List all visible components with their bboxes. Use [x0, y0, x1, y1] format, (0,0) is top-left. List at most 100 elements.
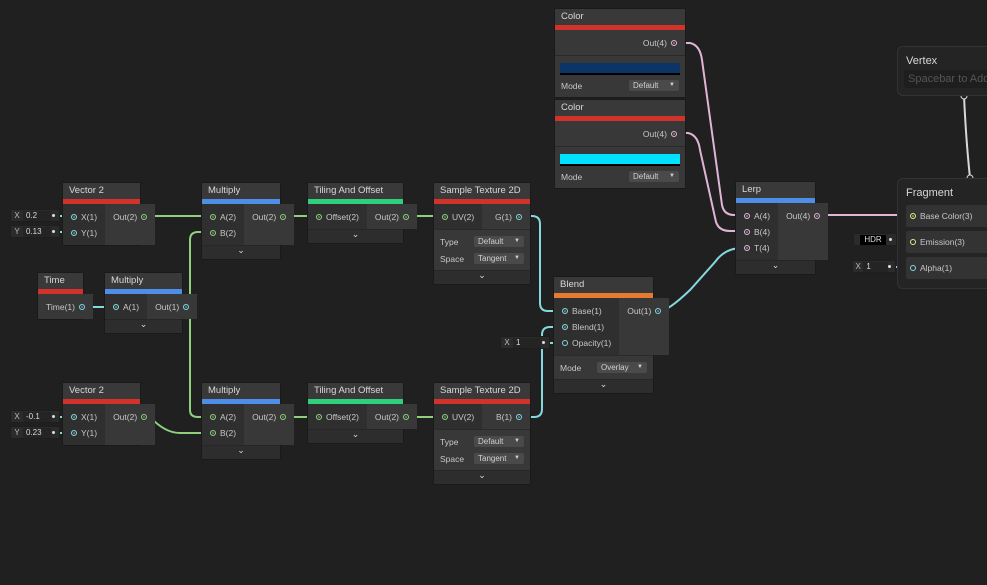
input-slot[interactable]: Y(1) — [63, 425, 105, 441]
port-vec2-icon[interactable] — [210, 230, 216, 236]
node-title[interactable]: Vector 2 — [63, 183, 140, 199]
node-vector2-top[interactable]: Vector 2 X(1) Y(1) Out(2) — [62, 182, 156, 246]
fragment-block-base-color[interactable]: Base Color(3) — [906, 205, 987, 227]
port-float-icon[interactable] — [562, 308, 568, 314]
chevron-down-icon[interactable]: ⌄ — [202, 445, 280, 459]
port-vec2-icon[interactable] — [210, 214, 216, 220]
chevron-down-icon[interactable]: ⌄ — [308, 229, 403, 243]
field-value[interactable]: 1 — [863, 261, 889, 272]
node-color-dark[interactable]: Color Out(4) Mode Default ▼ — [554, 8, 686, 98]
node-lerp[interactable]: Lerp A(4) B(4) T(4) Out(4) ⌄ — [735, 181, 829, 275]
node-tiling-bottom[interactable]: Tiling And Offset Offset(2) Out(2) ⌄ — [307, 382, 418, 444]
node-blend[interactable]: Blend Base(1) Blend(1) Opacity(1) Out(1) Mode… — [553, 276, 670, 394]
port-vec2-icon[interactable] — [210, 430, 216, 436]
node-title[interactable]: Blend — [554, 277, 653, 293]
wire-float[interactable] — [523, 215, 562, 312]
port-float-icon[interactable] — [113, 304, 119, 310]
input-slot[interactable]: UV(2) — [434, 209, 482, 225]
output-slot[interactable]: B(1) — [482, 409, 530, 425]
chevron-down-icon[interactable]: ⌄ — [554, 379, 653, 393]
output-slot[interactable]: G(1) — [482, 209, 530, 225]
port-vec2-icon[interactable] — [442, 414, 448, 420]
field-value[interactable]: 1 — [513, 337, 541, 348]
port-vec2-icon[interactable] — [210, 414, 216, 420]
mode-dropdown[interactable]: Default ▼ — [629, 80, 679, 91]
input-slot[interactable]: Opacity(1) — [554, 335, 619, 351]
port-float-icon[interactable] — [183, 304, 190, 310]
input-slot[interactable]: Y(1) — [63, 225, 105, 241]
port-vec4-icon[interactable] — [671, 131, 677, 137]
node-title[interactable]: Multiply — [202, 183, 280, 199]
input-slot[interactable]: B(2) — [202, 425, 244, 441]
port-vec4-icon[interactable] — [814, 213, 821, 219]
node-title[interactable]: Sample Texture 2D — [434, 383, 530, 399]
fragment-block-emission[interactable]: Emission(3) — [906, 231, 987, 253]
port-float-icon[interactable] — [516, 414, 522, 420]
node-title[interactable]: Multiply — [105, 273, 182, 289]
port-float-icon[interactable] — [516, 214, 522, 220]
output-slot[interactable]: Out(2) — [244, 409, 294, 425]
port-vec3-icon[interactable] — [910, 213, 916, 219]
node-sample-top[interactable]: Sample Texture 2D UV(2) G(1) Type Default ▼ Sp… — [433, 182, 531, 285]
node-title[interactable]: Color — [555, 100, 685, 116]
output-slot[interactable]: Out(4) — [555, 126, 685, 142]
field-value[interactable]: -0.1 — [23, 411, 51, 422]
input-slot[interactable]: B(4) — [736, 224, 778, 240]
output-slot[interactable]: Out(4) — [555, 35, 685, 51]
field-value[interactable]: HDR — [860, 234, 886, 245]
inline-field-v2top-y[interactable]: Y 0.13 — [10, 225, 60, 238]
inline-field-frag-emission[interactable]: HDR — [853, 233, 897, 246]
port-vec2-icon[interactable] — [141, 214, 148, 220]
output-slot[interactable]: Out(1) — [147, 299, 197, 315]
input-slot[interactable]: Offset(2) — [308, 209, 367, 225]
type-dropdown[interactable]: Default ▼ — [474, 236, 524, 247]
port-vec2-icon[interactable] — [403, 214, 410, 220]
space-dropdown[interactable]: Tangent ▼ — [474, 253, 524, 264]
port-vec3-icon[interactable] — [910, 239, 916, 245]
port-float-icon[interactable] — [562, 340, 568, 346]
output-slot[interactable]: Out(1) — [619, 303, 669, 319]
node-title[interactable]: Sample Texture 2D — [434, 183, 530, 199]
node-title[interactable]: Lerp — [736, 182, 815, 198]
space-dropdown[interactable]: Tangent ▼ — [474, 453, 524, 464]
input-slot[interactable]: X(1) — [63, 409, 105, 425]
chevron-down-icon[interactable]: ⌄ — [202, 245, 280, 259]
node-vector2-bottom[interactable]: Vector 2 X(1) Y(1) Out(2) — [62, 382, 156, 446]
wire-white[interactable] — [963, 95, 971, 179]
node-title[interactable]: Tiling And Offset — [308, 183, 403, 199]
input-slot[interactable]: A(2) — [202, 209, 244, 225]
port-float-icon[interactable] — [78, 304, 85, 310]
port-vec2-icon[interactable] — [280, 214, 287, 220]
input-slot[interactable]: A(1) — [105, 299, 147, 315]
output-slot[interactable]: Out(2) — [105, 409, 155, 425]
port-vec2-icon[interactable] — [442, 214, 448, 220]
field-value[interactable]: 0.13 — [23, 226, 51, 237]
node-title[interactable]: Vector 2 — [63, 383, 140, 399]
port-float-icon[interactable] — [655, 308, 662, 314]
color-swatch[interactable] — [560, 154, 680, 166]
input-slot[interactable]: A(2) — [202, 409, 244, 425]
node-tiling-top[interactable]: Tiling And Offset Offset(2) Out(2) ⌄ — [307, 182, 418, 244]
vertex-add-node-placeholder[interactable]: Spacebar to Add Node — [904, 70, 987, 88]
field-value[interactable]: 0.2 — [23, 210, 51, 221]
node-multiply-top[interactable]: Multiply A(2) B(2) Out(2) ⌄ — [201, 182, 295, 260]
port-float-icon[interactable] — [910, 265, 916, 271]
chevron-down-icon[interactable]: ⌄ — [105, 319, 182, 333]
inline-field-v2top-x[interactable]: X 0.2 — [10, 209, 60, 222]
inline-field-v2bot-y[interactable]: Y 0.23 — [10, 426, 60, 439]
output-slot[interactable]: Out(4) — [778, 208, 828, 224]
chevron-down-icon[interactable]: ⌄ — [434, 270, 530, 284]
node-title[interactable]: Color — [555, 9, 685, 25]
type-dropdown[interactable]: Default ▼ — [474, 436, 524, 447]
port-float-icon[interactable] — [71, 230, 77, 236]
output-slot[interactable]: Out(2) — [367, 209, 417, 225]
port-vec2-icon[interactable] — [316, 414, 322, 420]
chevron-down-icon[interactable]: ⌄ — [434, 470, 530, 484]
wire-float[interactable] — [523, 326, 562, 418]
wire-vec4[interactable] — [678, 132, 742, 232]
port-vec2-icon[interactable] — [316, 214, 322, 220]
input-slot[interactable]: Blend(1) — [554, 319, 619, 335]
port-vec4-icon[interactable] — [744, 245, 750, 251]
wire-vec4[interactable] — [678, 42, 742, 216]
